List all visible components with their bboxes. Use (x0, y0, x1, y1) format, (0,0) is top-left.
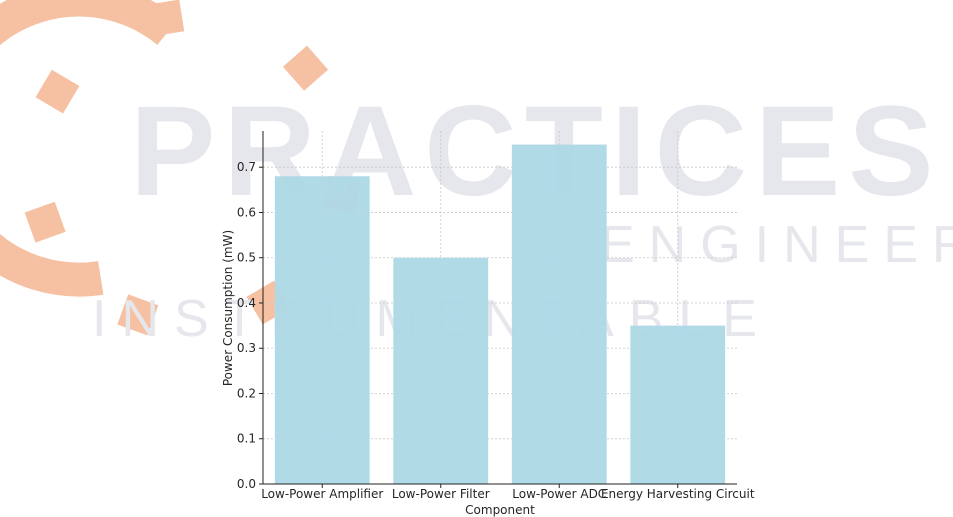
y-axis-title: Power Consumption (mW) (221, 230, 235, 386)
bar (274, 176, 370, 484)
x-tick-label: Low-Power Filter (392, 487, 490, 501)
x-tick-label: Low-Power Amplifier (261, 487, 383, 501)
gear-tooth (24, 201, 66, 243)
y-tick-label: 0.1 (237, 432, 256, 446)
bars (274, 144, 726, 485)
gear-tooth (282, 45, 329, 91)
x-tick-label: Energy Harvesting Circuit (601, 487, 755, 501)
x-tick-label: Low-Power ADC (512, 487, 606, 501)
gear-tooth (147, 0, 185, 37)
y-tick-label: 0.3 (237, 341, 256, 355)
y-tick-label: 0.2 (237, 386, 256, 400)
x-ticks: Low-Power Amplifier Low-Power Filter Low-P… (261, 484, 755, 501)
x-axis-title: Component (465, 503, 535, 517)
gear-tooth (35, 69, 80, 114)
y-ticks: 0.0 0.1 0.2 0.3 0.4 0.5 0.6 0.7 (237, 160, 263, 491)
y-tick-label: 0.6 (237, 205, 256, 219)
y-tick-label: 0.4 (237, 296, 256, 310)
gear-tooth (117, 294, 159, 336)
y-tick-label: 0.5 (237, 251, 256, 265)
watermark-second-word: ENGINEERING (600, 216, 953, 274)
bar (393, 257, 489, 484)
bar (630, 325, 726, 484)
y-tick-label: 0.7 (237, 160, 256, 174)
bar (511, 144, 607, 485)
y-tick-label: 0.0 (237, 477, 256, 491)
axes (262, 131, 737, 485)
gear-ring (0, 0, 179, 297)
